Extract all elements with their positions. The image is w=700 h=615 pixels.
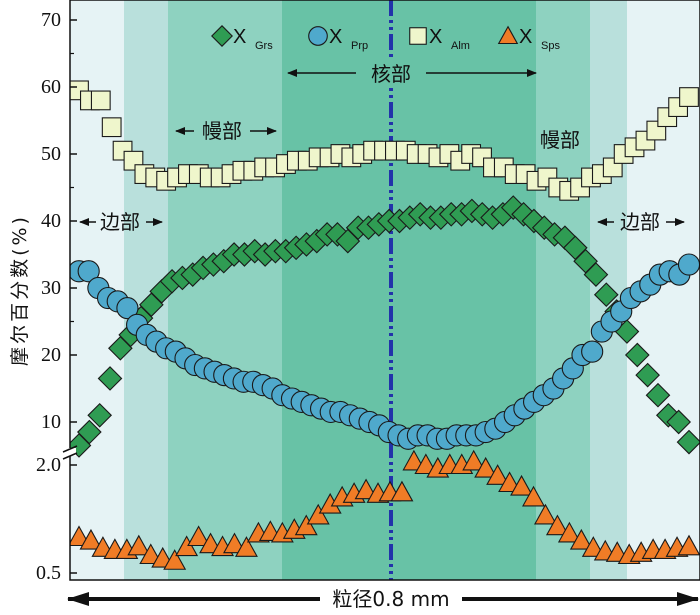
y-tick-label: 20 xyxy=(41,344,61,366)
data-point-sps xyxy=(498,471,522,493)
legend-label: X xyxy=(429,26,442,48)
data-point-sps xyxy=(402,449,426,471)
legend-label-subscript: Grs xyxy=(255,40,273,52)
data-point-sps xyxy=(581,536,605,557)
legend-label: X xyxy=(329,26,342,48)
data-point-grs xyxy=(583,262,609,287)
data-point-grs xyxy=(87,402,113,428)
data-point-sps xyxy=(139,543,163,565)
data-point-sps xyxy=(510,474,534,496)
zone-label-mantle-left: 幔部 xyxy=(202,119,242,143)
data-point-sps xyxy=(223,532,246,554)
zone-band xyxy=(282,0,536,580)
data-point-grs xyxy=(635,362,660,388)
data-point-grs xyxy=(97,366,123,391)
plot-frame xyxy=(69,0,700,581)
data-point-grs xyxy=(676,429,700,455)
zone-label-mantle-right: 幔部 xyxy=(540,128,580,152)
zone-band xyxy=(536,0,590,580)
y-tick-label: 60 xyxy=(41,76,61,98)
y-tick-label: 40 xyxy=(41,210,61,232)
data-point-sps xyxy=(533,503,557,525)
legend-label: X xyxy=(233,26,246,48)
y-tick-label: 70 xyxy=(41,9,61,31)
data-point-sps xyxy=(163,549,187,570)
data-marks xyxy=(70,80,700,570)
y-tick-label: 2.0 xyxy=(36,454,61,476)
data-point-sps xyxy=(234,536,258,557)
legend-label-subscript: Alm xyxy=(451,40,470,52)
zone-annotation-core: 核部 xyxy=(287,60,537,86)
y-tick-label: 30 xyxy=(41,277,61,299)
zone-label-rim-right: 边部 xyxy=(620,210,660,234)
y-tick-label: 0.5 xyxy=(36,562,61,584)
legend-marker-alm xyxy=(409,27,427,45)
y-tick-label: 10 xyxy=(41,411,61,433)
data-point-prp xyxy=(116,297,139,320)
data-point-sps xyxy=(474,456,498,478)
data-point-grs xyxy=(593,282,619,308)
data-point-sps xyxy=(462,449,486,471)
data-point-grs xyxy=(511,201,536,227)
zone-annotation-mantle-left: 幔部 xyxy=(175,119,277,143)
data-point-grs xyxy=(666,409,691,435)
y-axis: 10 20 30 40 50 60 70 0.5 2.0 xyxy=(36,9,77,584)
y-tick-label: 50 xyxy=(41,143,61,165)
legend-label-subscript: Prp xyxy=(351,40,368,52)
axis-break-mark xyxy=(62,445,78,460)
data-point-grs xyxy=(655,402,681,428)
data-point-sps xyxy=(306,503,330,525)
data-point-sps xyxy=(79,528,103,550)
y-axis-title: 摩尔百分数(%) xyxy=(9,214,31,366)
data-point-grs xyxy=(624,342,650,368)
data-point-grs xyxy=(77,419,102,445)
data-point-sps xyxy=(127,534,151,556)
data-point-sps xyxy=(354,478,378,500)
data-point-sps xyxy=(677,534,700,556)
data-point-sps xyxy=(545,514,569,536)
zone-annotation-rim-right: 边部 xyxy=(597,210,685,234)
data-point-alm xyxy=(101,117,122,138)
data-point-sps xyxy=(557,521,581,543)
data-point-alm xyxy=(679,87,699,107)
data-point-prp xyxy=(677,253,700,276)
legend: X Grs X Prp X Alm X Sps xyxy=(211,25,560,52)
data-point-sps xyxy=(522,485,545,507)
zone-label-core: 核部 xyxy=(371,62,411,86)
legend-label-subscript: Sps xyxy=(541,40,560,52)
x-axis-label: 粒径0.8 mm xyxy=(332,587,449,611)
data-point-sps xyxy=(486,464,510,485)
data-point-sps xyxy=(390,480,414,502)
legend-label: X xyxy=(519,26,532,48)
data-point-sps xyxy=(294,514,318,536)
data-point-sps xyxy=(569,528,593,550)
zone-annotation-rim-left: 边部 xyxy=(79,210,163,234)
data-point-sps xyxy=(187,525,211,547)
data-point-grs xyxy=(645,382,671,408)
zone-band xyxy=(168,0,282,580)
zone-label-rim-left: 边部 xyxy=(100,210,140,234)
legend-marker-sps xyxy=(497,25,519,45)
data-point-sps xyxy=(175,535,199,557)
data-point-prp xyxy=(77,260,100,283)
data-point-sps xyxy=(414,453,438,475)
data-point-alm xyxy=(90,90,111,111)
data-point-prp xyxy=(581,340,604,363)
legend-marker-prp xyxy=(308,26,328,46)
grain-size-axis: 粒径0.8 mm xyxy=(67,587,699,611)
data-point-grs xyxy=(325,222,350,247)
legend-marker-grs xyxy=(211,25,233,47)
